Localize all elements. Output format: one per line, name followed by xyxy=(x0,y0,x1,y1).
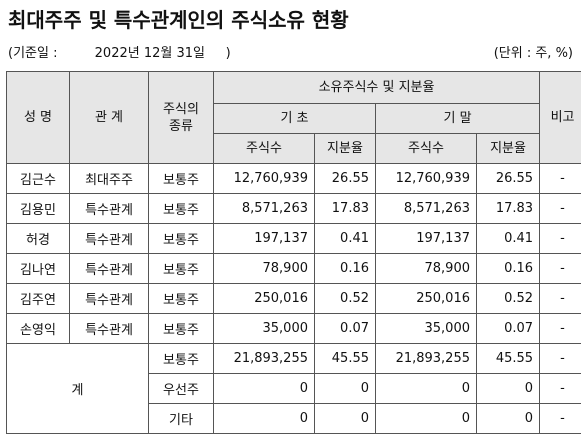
cell-name: 허경 xyxy=(6,223,70,254)
header-ending: 기 말 xyxy=(374,103,541,134)
cell-begin-shares: 35,000 xyxy=(213,313,315,344)
cell-relation: 특수관계 xyxy=(69,313,149,344)
cell-begin-ratio: 0 xyxy=(314,373,376,404)
table-row: 김나연 특수관계 보통주 78,900 0.16 78,900 0.16 - xyxy=(6,253,581,284)
cell-begin-ratio: 0.07 xyxy=(314,313,376,344)
cell-begin-shares: 21,893,255 xyxy=(213,343,315,374)
cell-end-shares: 0 xyxy=(375,403,477,434)
cell-type: 보통주 xyxy=(148,223,214,254)
cell-end-shares: 8,571,263 xyxy=(375,193,477,224)
header-stock-type: 주식의 종류 xyxy=(148,71,214,164)
cell-begin-shares: 197,137 xyxy=(213,223,315,254)
table-row: 김주연 특수관계 보통주 250,016 0.52 250,016 0.52 - xyxy=(6,283,581,314)
cell-begin-shares: 78,900 xyxy=(213,253,315,284)
header-stock-type-line2: 종류 xyxy=(169,118,193,134)
cell-relation: 특수관계 xyxy=(69,253,149,284)
cell-note: - xyxy=(539,193,581,224)
cell-relation: 특수관계 xyxy=(69,283,149,314)
cell-note: - xyxy=(539,163,581,194)
header-beginning: 기 초 xyxy=(213,103,376,134)
cell-name: 김나연 xyxy=(6,253,70,284)
cell-end-ratio: 26.55 xyxy=(475,163,541,194)
cell-end-ratio: 0.41 xyxy=(475,223,541,254)
cell-begin-ratio: 0 xyxy=(314,403,376,434)
cell-begin-ratio: 0.16 xyxy=(314,253,376,284)
table-row: 허경 특수관계 보통주 197,137 0.41 197,137 0.41 - xyxy=(6,223,581,254)
total-row: 계 보통주 21,893,255 45.55 21,893,255 45.55 … xyxy=(6,343,581,434)
cell-begin-ratio: 45.55 xyxy=(314,343,376,374)
cell-end-shares: 0 xyxy=(375,373,477,404)
cell-end-ratio: 0.16 xyxy=(475,253,541,284)
cell-note: - xyxy=(539,403,581,434)
cell-type: 보통주 xyxy=(148,343,214,374)
total-label: 계 xyxy=(6,343,149,434)
cell-end-shares: 21,893,255 xyxy=(375,343,477,374)
total-row: 기타 0 0 0 0 - xyxy=(7,403,581,434)
header-ownership: 소유주식수 및 지분율 xyxy=(212,71,541,104)
cell-relation: 특수관계 xyxy=(69,193,149,224)
cell-name: 손영익 xyxy=(6,313,70,344)
header-note: 비고 xyxy=(539,71,581,164)
cell-end-ratio: 0 xyxy=(475,403,541,434)
header-relation: 관 계 xyxy=(69,71,149,164)
cell-end-ratio: 17.83 xyxy=(475,193,541,224)
cell-note: - xyxy=(539,283,581,314)
cell-relation: 특수관계 xyxy=(69,223,149,254)
cell-end-ratio: 0.52 xyxy=(475,283,541,314)
cell-type: 보통주 xyxy=(148,163,214,194)
unit-label: (단위 : 주, %) xyxy=(493,46,573,61)
cell-begin-shares: 0 xyxy=(213,373,315,404)
table-row: 김근수 최대주주 보통주 12,760,939 26.55 12,760,939… xyxy=(6,163,581,194)
cell-note: - xyxy=(539,253,581,284)
cell-begin-ratio: 0.41 xyxy=(314,223,376,254)
cell-note: - xyxy=(539,373,581,404)
cell-end-shares: 250,016 xyxy=(375,283,477,314)
cell-name: 김용민 xyxy=(6,193,70,224)
basis-date: (기준일 : 2022년 12월 31일 ) xyxy=(8,46,231,61)
cell-type: 보통주 xyxy=(148,253,214,284)
table-row: 손영익 특수관계 보통주 35,000 0.07 35,000 0.07 - xyxy=(6,313,581,344)
cell-begin-ratio: 26.55 xyxy=(314,163,376,194)
cell-end-ratio: 45.55 xyxy=(475,343,541,374)
cell-note: - xyxy=(539,313,581,344)
cell-end-shares: 35,000 xyxy=(375,313,477,344)
cell-begin-shares: 8,571,263 xyxy=(213,193,315,224)
cell-type: 우선주 xyxy=(148,373,214,404)
cell-begin-ratio: 0.52 xyxy=(314,283,376,314)
cell-name: 김주연 xyxy=(6,283,70,314)
header-end-shares: 주식수 xyxy=(375,133,477,164)
header-name: 성 명 xyxy=(6,71,70,164)
ownership-table: 성 명 관 계 주식의 종류 소유주식수 및 지분율 비고 기 초 기 말 주식… xyxy=(6,71,581,434)
cell-end-shares: 78,900 xyxy=(375,253,477,284)
cell-end-shares: 197,137 xyxy=(375,223,477,254)
page-title: 최대주주 및 특수관계인의 주식소유 현황 xyxy=(8,8,349,32)
cell-begin-shares: 0 xyxy=(213,403,315,434)
header-begin-shares: 주식수 xyxy=(213,133,315,164)
header-end-ratio: 지분율 xyxy=(475,133,541,164)
cell-begin-ratio: 17.83 xyxy=(314,193,376,224)
cell-note: - xyxy=(539,343,581,374)
cell-type: 보통주 xyxy=(148,193,214,224)
cell-end-shares: 12,760,939 xyxy=(375,163,477,194)
cell-type: 보통주 xyxy=(148,283,214,314)
cell-name: 김근수 xyxy=(6,163,70,194)
total-row: 우선주 0 0 0 0 - xyxy=(7,373,581,404)
cell-begin-shares: 12,760,939 xyxy=(213,163,315,194)
cell-end-ratio: 0 xyxy=(475,373,541,404)
cell-type: 기타 xyxy=(148,403,214,434)
cell-end-ratio: 0.07 xyxy=(475,313,541,344)
header-begin-ratio: 지분율 xyxy=(314,133,376,164)
cell-relation: 최대주주 xyxy=(69,163,149,194)
header-stock-type-line1: 주식의 xyxy=(163,101,199,117)
cell-type: 보통주 xyxy=(148,313,214,344)
cell-note: - xyxy=(539,223,581,254)
table-row: 김용민 특수관계 보통주 8,571,263 17.83 8,571,263 1… xyxy=(6,193,581,224)
cell-begin-shares: 250,016 xyxy=(213,283,315,314)
